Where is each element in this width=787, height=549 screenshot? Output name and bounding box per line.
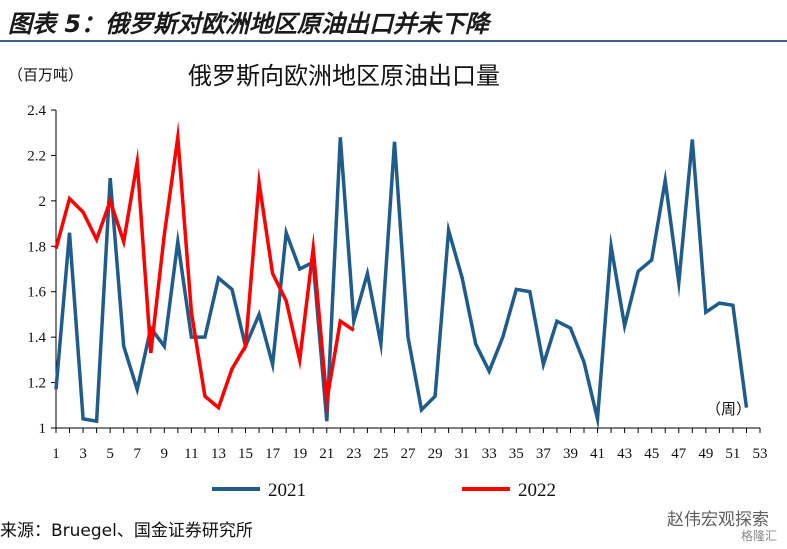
x-tick-label: 43 [617,446,632,462]
y-tick-labels: 1 1.2 1.4 1.6 1.8 2 2.2 2.4 [27,103,56,437]
x-tick-label: 33 [482,446,497,462]
x-tick-label: 9 [161,446,169,462]
x-tick-label: 5 [106,446,114,462]
legend-label-2022: 2022 [518,480,556,501]
x-tick-label: 17 [265,446,281,462]
legend-label-2021: 2021 [268,480,306,501]
x-tick-label: 51 [725,446,740,462]
watermark-logo: 格隆汇 [740,529,777,543]
x-tick-label: 35 [509,446,524,462]
y-tick-label: 1.4 [27,330,46,346]
title-rule [0,40,787,42]
series-lines [54,121,749,431]
x-tick-label: 27 [401,446,417,462]
y-tick-label: 2 [39,194,47,210]
x-tick-label: 3 [79,446,87,462]
x-tick-label: 21 [319,446,334,462]
y-tick-label: 1.6 [27,285,46,301]
x-tick-label: 1 [52,446,60,462]
x-tick-label: 47 [671,446,687,462]
y-tick-label: 1.8 [27,239,46,255]
y-tick-label: 2.4 [27,103,46,119]
series-line-2021 [54,137,749,431]
x-tick-label: 41 [590,446,605,462]
watermark: 赵伟宏观探索 [667,510,769,530]
x-tick-label: 37 [536,446,552,462]
x-tick-labels: 1 3 5 7 9 11 13 15 17 19 21 23 25 27 29 31 33 35 37 39 41 43 4… [52,428,768,462]
x-tick-label: 7 [133,446,141,462]
y-tick-label: 1.2 [27,376,46,392]
x-tick-label: 25 [373,446,388,462]
x-axis-label: （周） [706,401,751,418]
figure-title: 图表 5：俄罗斯对欧洲地区原油出口并未下降 [8,10,490,38]
x-tick-label: 53 [753,446,768,462]
x-tick-label: 39 [563,446,578,462]
x-tick-label: 31 [455,446,470,462]
x-tick-label: 13 [211,446,226,462]
series-line-2022 [54,121,355,415]
source-note: 来源：Bruegel、国金证券研究所 [0,521,253,541]
x-tick-label: 29 [428,446,443,462]
x-tick-label: 11 [184,446,198,462]
y-tick-label: 2.2 [27,148,46,164]
legend: 2021 2022 [212,480,556,501]
x-tick-label: 49 [698,446,713,462]
x-tick-label: 45 [644,446,659,462]
y-tick-label: 1 [39,421,47,437]
x-tick-label: 23 [346,446,361,462]
chart-title: 俄罗斯向欧洲地区原油出口量 [188,62,500,90]
x-tick-label: 19 [292,446,307,462]
y-unit-label: （百万吨） [8,66,84,84]
x-tick-label: 15 [238,446,253,462]
